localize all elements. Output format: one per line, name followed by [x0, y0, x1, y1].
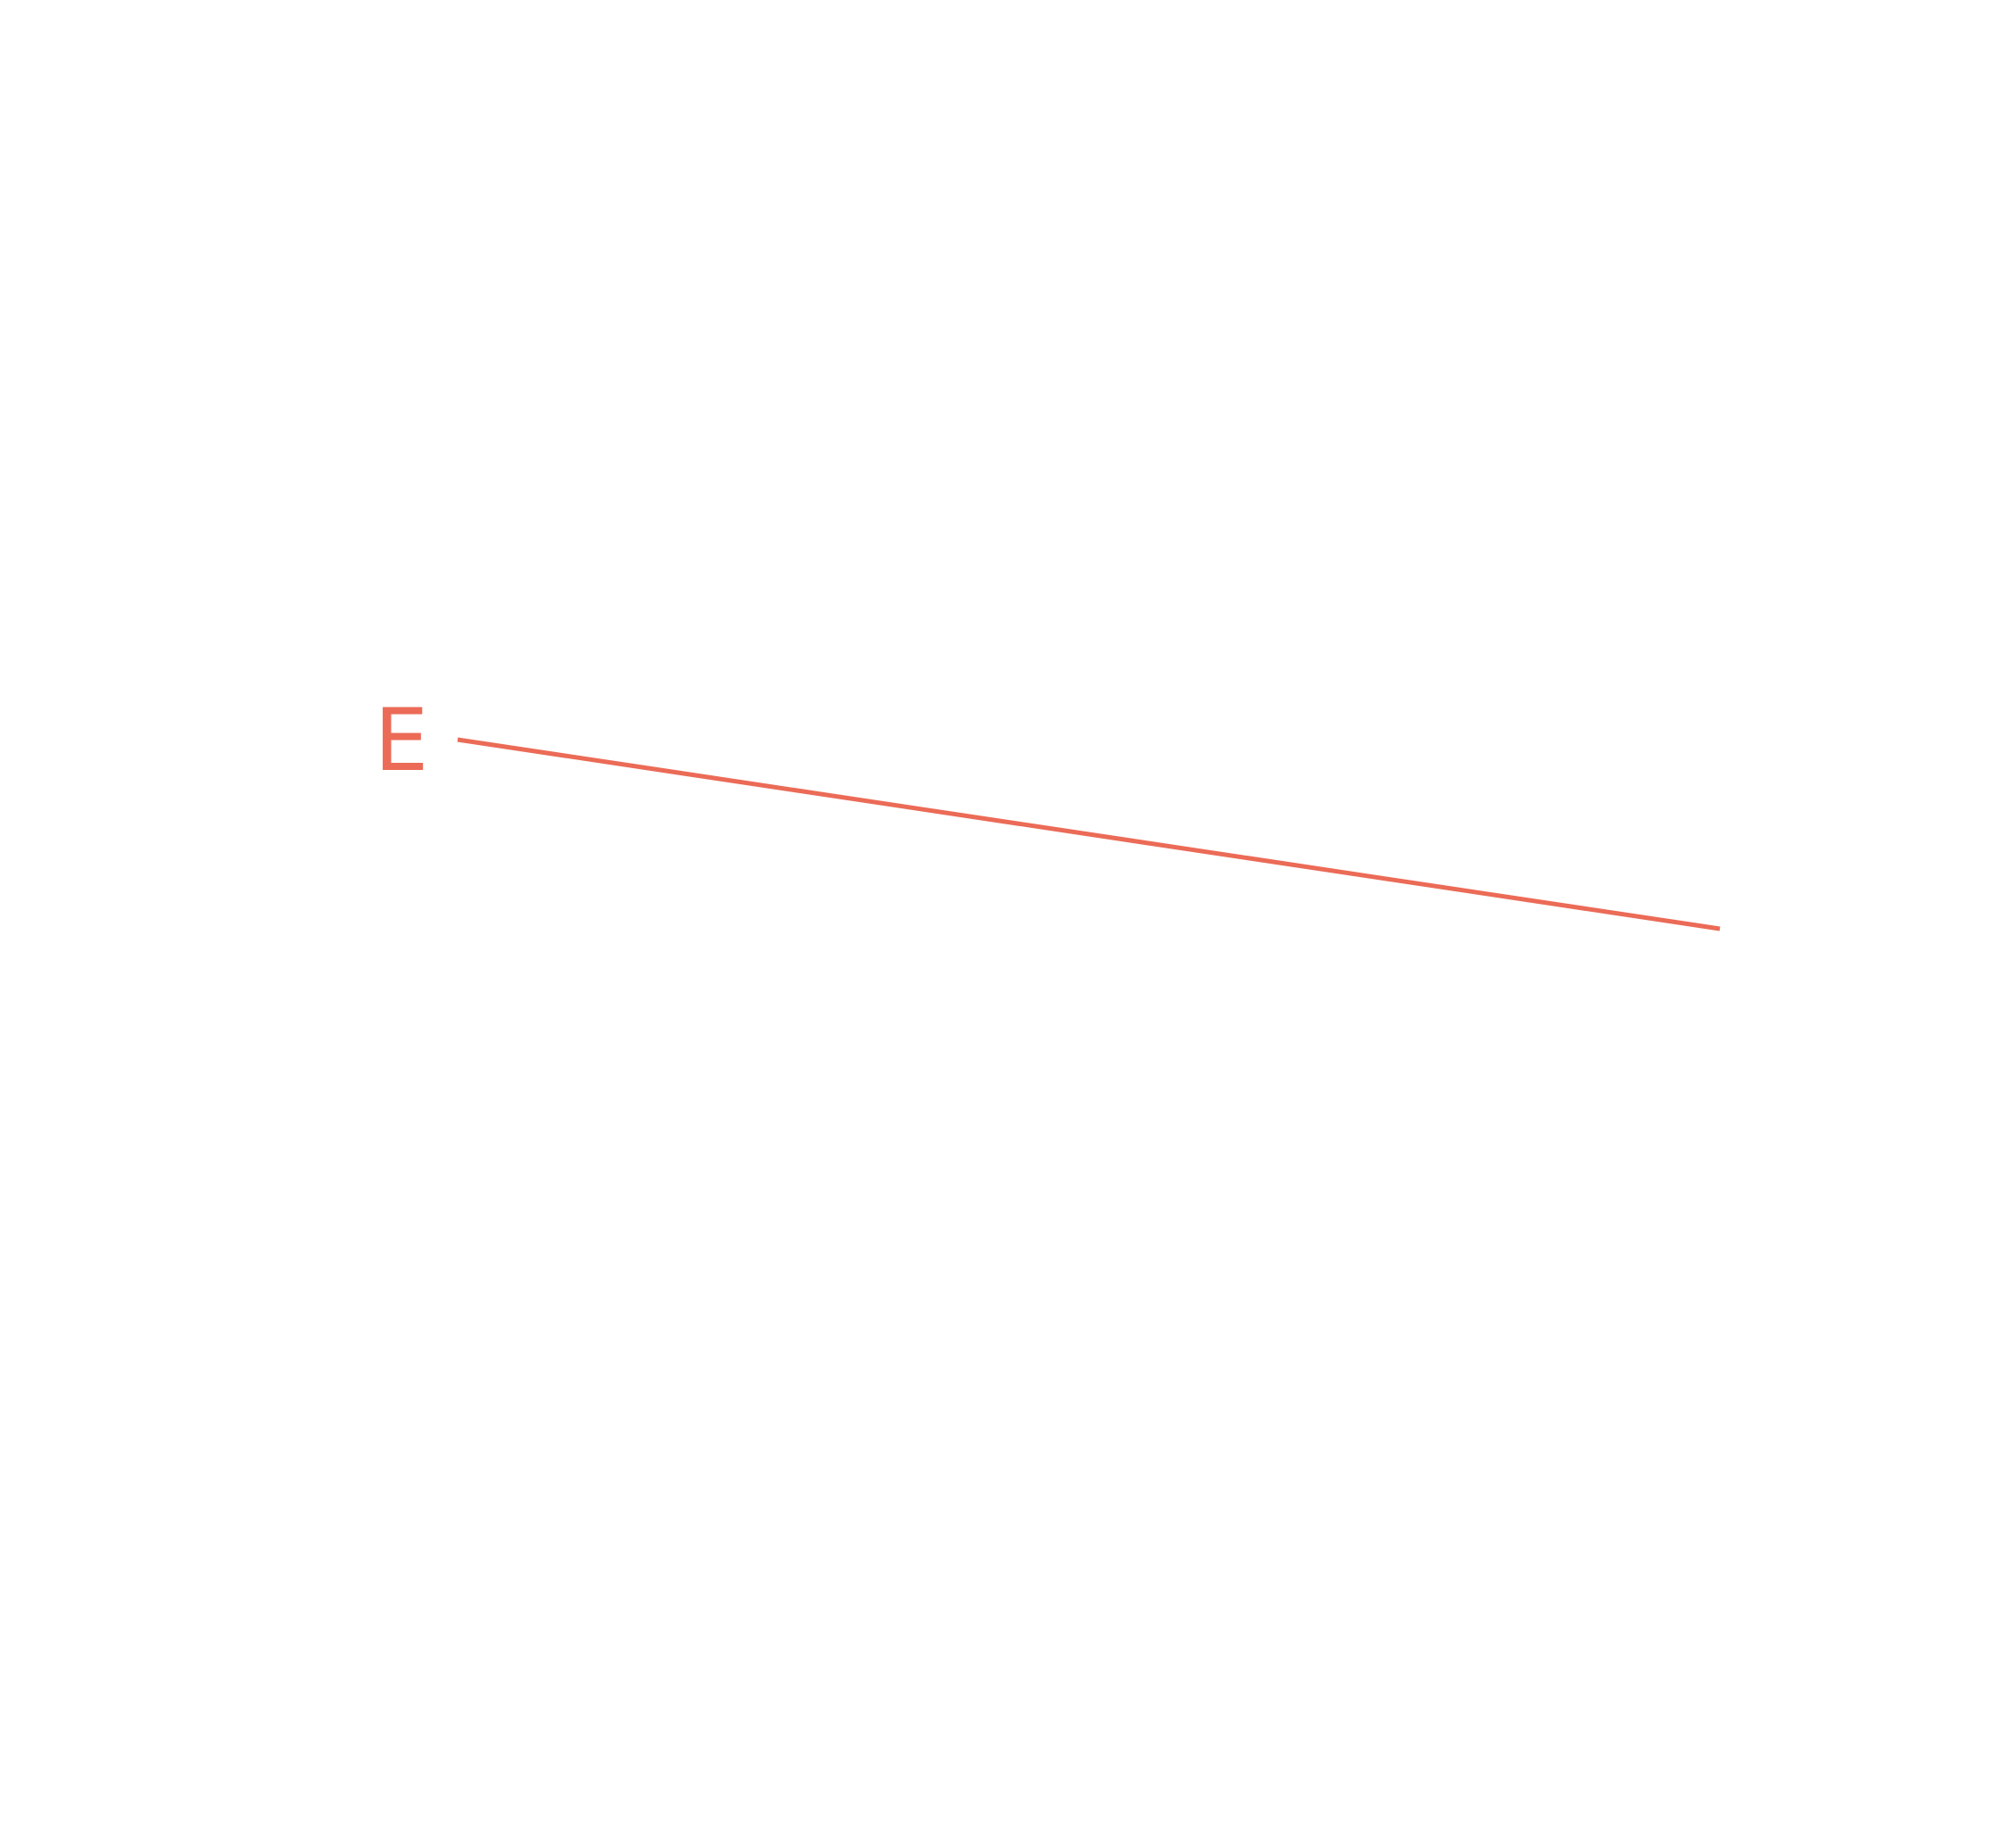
segment-e-line [457, 737, 1721, 931]
segment-e: E [375, 691, 1721, 931]
segment-e-label: E [375, 691, 429, 790]
